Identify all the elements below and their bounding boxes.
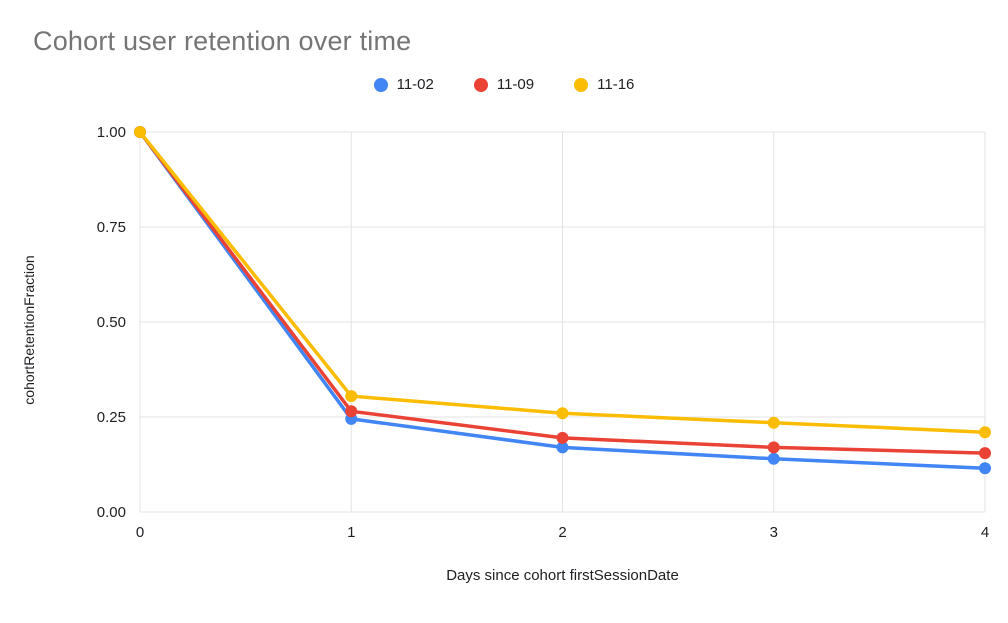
- legend-label: 11-02: [396, 76, 434, 93]
- series-color-dot: [373, 77, 388, 92]
- svg-text:0.75: 0.75: [97, 219, 126, 236]
- legend-label: 11-16: [597, 76, 635, 93]
- svg-text:0.00: 0.00: [97, 504, 126, 521]
- svg-text:0.25: 0.25: [97, 409, 126, 426]
- legend: 11-02 11-09 11-16: [0, 76, 1008, 93]
- svg-text:4: 4: [981, 524, 989, 541]
- svg-text:3: 3: [770, 524, 778, 541]
- svg-text:0.50: 0.50: [97, 314, 126, 331]
- svg-text:0: 0: [136, 524, 144, 541]
- legend-item-11-16[interactable]: 11-16: [574, 76, 634, 93]
- series-color-dot: [574, 77, 589, 92]
- svg-text:1: 1: [347, 524, 355, 541]
- x-axis-title: Days since cohort firstSessionDate: [446, 567, 679, 584]
- svg-text:1.00: 1.00: [97, 124, 126, 141]
- chart-title: Cohort user retention over time: [33, 26, 412, 56]
- legend-label: 11-09: [496, 76, 535, 93]
- series-color-dot: [473, 77, 488, 92]
- legend-item-11-09[interactable]: 11-09: [473, 76, 535, 93]
- legend-item-11-02[interactable]: 11-02: [373, 76, 434, 93]
- plot-area: 0.00 0.25 0.50 0.75 1.00 0 1 2 3 4: [97, 124, 991, 541]
- svg-text:2: 2: [558, 524, 566, 541]
